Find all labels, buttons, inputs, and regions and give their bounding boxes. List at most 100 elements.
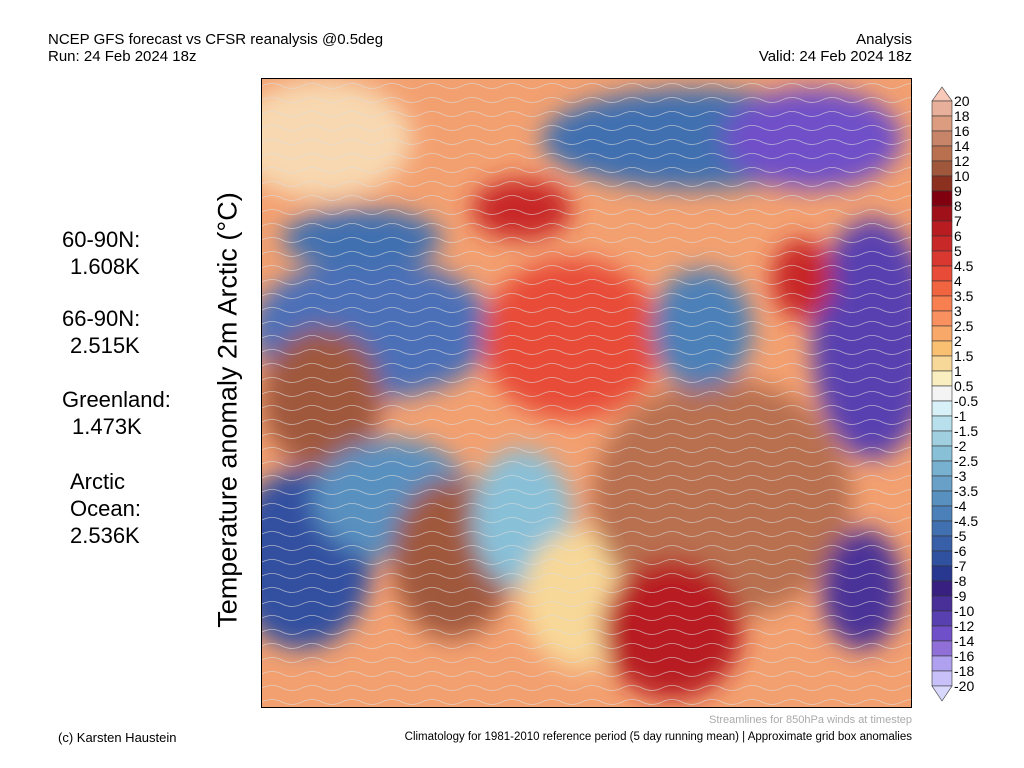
stat-label: 66-90N: — [62, 306, 141, 331]
colorbar-tick-label: 20 — [954, 93, 970, 109]
colorbar-swatch — [931, 520, 953, 537]
stat-value: 1.473K — [72, 414, 142, 439]
colorbar-tick-label: 3.5 — [954, 288, 974, 304]
colorbar-swatch — [931, 580, 953, 597]
colorbar-swatch — [931, 670, 953, 687]
colorbar-tick-label: 2 — [954, 333, 962, 349]
colorbar-tick-label: 14 — [954, 138, 970, 154]
stat-label: Arctic Ocean: — [70, 469, 141, 521]
valid-time: Valid: 24 Feb 2024 18z — [758, 48, 912, 65]
colorbar-swatch — [931, 325, 953, 342]
colorbar-swatch — [931, 475, 953, 492]
colorbar-swatch — [931, 145, 953, 162]
stat-label: Greenland: — [62, 387, 171, 412]
colorbar-swatch — [931, 625, 953, 642]
credit: (c) Karsten Haustein — [58, 730, 177, 745]
stat-greenland: Greenland: 1.473K — [62, 386, 171, 440]
streamlines-note: Streamlines for 850hPa winds at timestep — [709, 714, 912, 726]
colorbar-swatch — [931, 370, 953, 387]
colorbar-tick-label: -1.5 — [954, 423, 979, 439]
colorbar-swatch — [931, 115, 953, 132]
colorbar-tick-label: -12 — [954, 618, 975, 634]
stat-60-90n: 60-90N: 1.608K — [62, 226, 140, 280]
colorbar-swatch — [931, 160, 953, 177]
colorbar-tick-label: -8 — [954, 573, 967, 589]
colorbar-tick-label: 4 — [954, 273, 962, 289]
colorbar-swatch — [931, 490, 953, 507]
analysis-label: Analysis — [856, 31, 912, 48]
colorbar-tick-label: 1.5 — [954, 348, 974, 364]
colorbar-swatch — [931, 355, 953, 372]
run-time: Run: 24 Feb 2024 18z — [48, 48, 197, 65]
colorbar-swatch — [931, 400, 953, 417]
colorbar-tick-label: -16 — [954, 648, 975, 664]
colorbar-swatch — [931, 430, 953, 447]
colorbar-swatch — [931, 190, 953, 207]
colorbar-swatch — [931, 565, 953, 582]
colorbar-tick-label: -9 — [954, 588, 967, 604]
y-axis-label: Temperature anomaly 2m Arctic (°C) — [212, 192, 243, 628]
colorbar-swatch — [931, 130, 953, 147]
colorbar — [931, 86, 953, 702]
colorbar-tick-label: -0.5 — [954, 393, 979, 409]
colorbar-swatch — [931, 340, 953, 357]
colorbar-swatch — [931, 175, 953, 192]
colorbar-tick-label: 5 — [954, 243, 962, 259]
colorbar-tick-label: 18 — [954, 108, 970, 124]
colorbar-tick-label: 12 — [954, 153, 970, 169]
colorbar-tick-label: 4.5 — [954, 258, 974, 274]
stat-value: 2.515K — [70, 333, 140, 358]
colorbar-tick-label: -14 — [954, 633, 975, 649]
colorbar-tick-label: -4.5 — [954, 513, 979, 529]
colorbar-swatch — [931, 385, 953, 402]
colorbar-tick-label: 16 — [954, 123, 970, 139]
colorbar-tick-label: -20 — [954, 678, 975, 694]
colorbar-tick-label: -2 — [954, 438, 967, 454]
colorbar-swatch — [931, 310, 953, 327]
colorbar-tick-label: -10 — [954, 603, 975, 619]
colorbar-swatch — [931, 640, 953, 657]
colorbar-swatch — [931, 595, 953, 612]
colorbar-swatch — [931, 250, 953, 267]
chart-title: NCEP GFS forecast vs CFSR reanalysis @0.… — [48, 31, 384, 48]
colorbar-tick-label: -1 — [954, 408, 967, 424]
stat-value: 2.536K — [70, 523, 140, 548]
colorbar-swatch — [931, 220, 953, 237]
colorbar-tick-label: -3.5 — [954, 483, 979, 499]
colorbar-swatch — [931, 685, 953, 702]
colorbar-tick-label: -5 — [954, 528, 967, 544]
colorbar-swatch — [931, 460, 953, 477]
colorbar-swatch — [931, 415, 953, 432]
map-field — [262, 79, 911, 707]
climatology-note: Climatology for 1981-2010 reference peri… — [404, 731, 912, 743]
colorbar-swatch — [931, 610, 953, 627]
colorbar-tick-label: -6 — [954, 543, 967, 559]
colorbar-tick-label: 9 — [954, 183, 962, 199]
colorbar-tick-label: 10 — [954, 168, 970, 184]
colorbar-tick-label: 6 — [954, 228, 962, 244]
colorbar-tick-label: 7 — [954, 213, 962, 229]
colorbar-swatch — [931, 655, 953, 672]
stat-arctic-ocean: Arctic Ocean: 2.536K — [70, 468, 141, 549]
colorbar-swatch — [931, 205, 953, 222]
colorbar-swatch — [931, 265, 953, 282]
stat-label: 60-90N: — [62, 227, 141, 252]
colorbar-swatch — [931, 280, 953, 297]
colorbar-tick-label: -4 — [954, 498, 967, 514]
colorbar-tick-label: -18 — [954, 663, 975, 679]
colorbar-swatch — [931, 295, 953, 312]
colorbar-tick-label: -7 — [954, 558, 967, 574]
colorbar-swatch — [931, 235, 953, 252]
colorbar-tick-label: -2.5 — [954, 453, 979, 469]
colorbar-swatch — [931, 86, 953, 102]
colorbar-swatch — [931, 100, 953, 117]
colorbar-tick-label: 3 — [954, 303, 962, 319]
anomaly-map — [261, 78, 912, 708]
stat-value: 1.608K — [70, 254, 140, 279]
colorbar-swatch — [931, 550, 953, 567]
colorbar-tick-label: 8 — [954, 198, 962, 214]
colorbar-swatch — [931, 505, 953, 522]
colorbar-tick-label: 1 — [954, 363, 962, 379]
stat-66-90n: 66-90N: 2.515K — [62, 305, 140, 359]
colorbar-swatch — [931, 445, 953, 462]
